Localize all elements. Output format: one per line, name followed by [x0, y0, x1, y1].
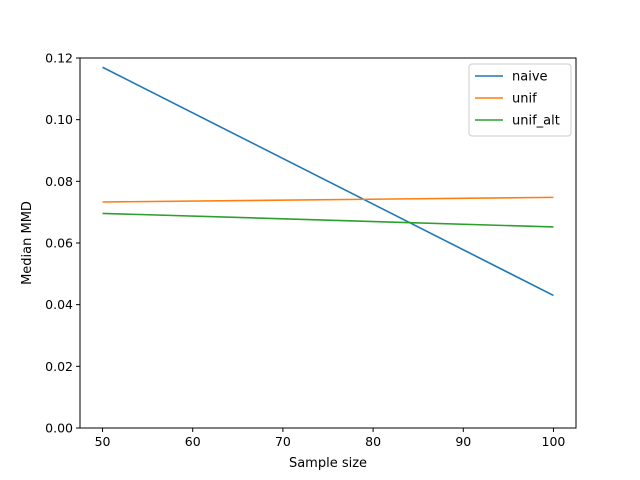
legend-box	[468, 63, 572, 137]
series-layer	[102, 66, 554, 297]
y-tick-label: 0.00	[45, 421, 73, 436]
x-tick-label: 70	[275, 434, 291, 449]
y-tick-label: 0.10	[45, 112, 73, 127]
legend-label: unif_alt	[512, 114, 560, 129]
x-axis-label: Sample size	[289, 456, 367, 471]
y-tick-label: 0.12	[45, 51, 73, 66]
x-tick-label: 60	[185, 434, 201, 449]
y-tick-label: 0.08	[45, 174, 73, 189]
y-axis-ticks: 0.00 0.02 0.04 0.06 0.08 0.10 0.12	[45, 51, 80, 436]
plot-frame	[79, 57, 577, 429]
legend-label: naive	[512, 70, 548, 85]
legend-label: unif	[512, 92, 537, 107]
series-line-unif-alt	[102, 212, 554, 228]
y-tick-label: 0.02	[45, 359, 73, 374]
series-line-naive	[102, 66, 554, 297]
y-tick-label: 0.04	[45, 297, 73, 312]
series-line-unif	[102, 196, 554, 203]
legend: naive unif unif_alt	[468, 63, 572, 137]
x-axis-ticks: 50 60 70 80 90 100	[95, 428, 566, 449]
x-tick-label: 100	[542, 434, 566, 449]
x-tick-label: 50	[95, 434, 111, 449]
y-tick-label: 0.06	[45, 236, 73, 251]
y-axis-label: Median MMD	[20, 201, 35, 285]
x-tick-label: 90	[455, 434, 471, 449]
x-tick-label: 80	[365, 434, 381, 449]
